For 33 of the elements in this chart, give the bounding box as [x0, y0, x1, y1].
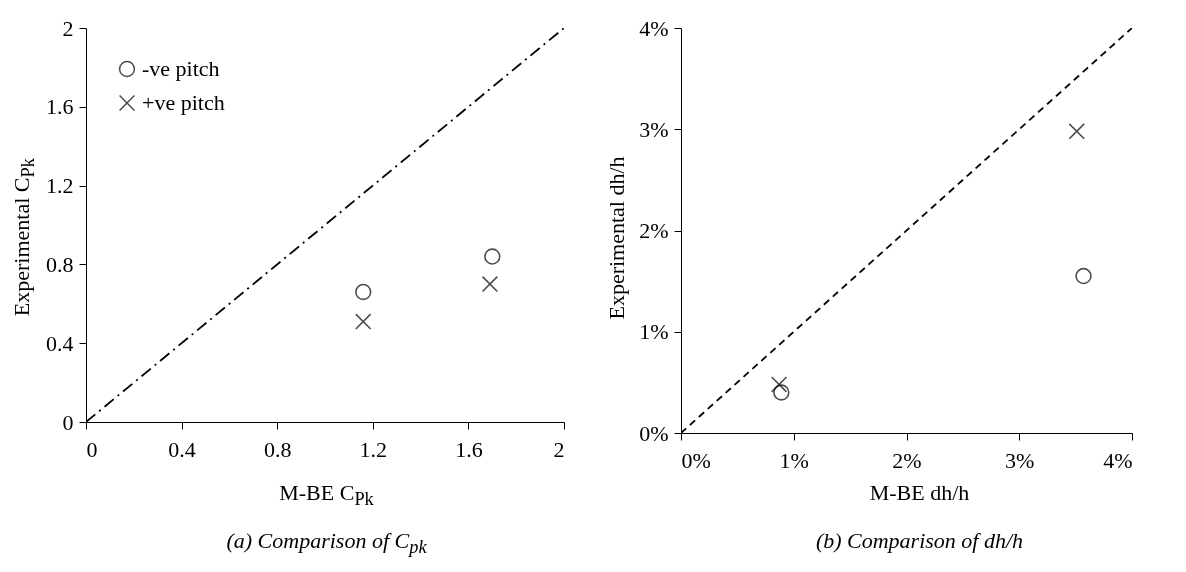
x-tick-label: 0%	[681, 447, 711, 473]
x-tick-label: 2	[553, 436, 565, 462]
x-tick-label: 1%	[779, 447, 809, 473]
text: (b) Comparison of dh/h	[814, 528, 1025, 554]
x-tick-label: 1.2	[359, 436, 388, 462]
y-tick-label: 0%	[639, 420, 669, 446]
y-tick-label: 1.2	[46, 173, 74, 199]
y-axis-title: Experimental dh/h	[604, 155, 630, 320]
y-tick-label: 1.6	[46, 94, 74, 120]
x-tick-label: 0.4	[168, 436, 196, 462]
y-tick-label: 4%	[639, 15, 669, 41]
point	[355, 283, 372, 301]
x-tick-label: 3%	[1005, 447, 1035, 473]
y-tick-label: 0	[62, 409, 74, 435]
y-tick-label: 2	[62, 15, 74, 41]
y-tick-label: 0.4	[46, 330, 74, 356]
legend-label: -ve pitch	[142, 56, 220, 81]
x-tick-label: 1.6	[455, 436, 483, 462]
y-tick-label: 1%	[639, 319, 669, 345]
x-axis-title: M-BE dh/h	[868, 480, 971, 506]
point	[484, 248, 501, 265]
point	[481, 275, 499, 293]
x-tick-label: 0.8	[263, 436, 292, 462]
y-tick-label: 3%	[639, 116, 669, 142]
x-tick-label: 4%	[1103, 447, 1133, 473]
x-tick-label: 2%	[892, 447, 922, 473]
legend-label: +ve pitch	[142, 90, 225, 115]
y-tick-label: 2%	[639, 218, 669, 243]
y-tick-label: 0.8	[46, 251, 74, 277]
point	[355, 313, 372, 330]
x-axis-title: M-BE C$_{Pk}$	[278, 480, 375, 511]
text: (a) Comparison of C$_{pk}$	[225, 528, 428, 559]
x-tick-label: 0	[86, 436, 98, 462]
